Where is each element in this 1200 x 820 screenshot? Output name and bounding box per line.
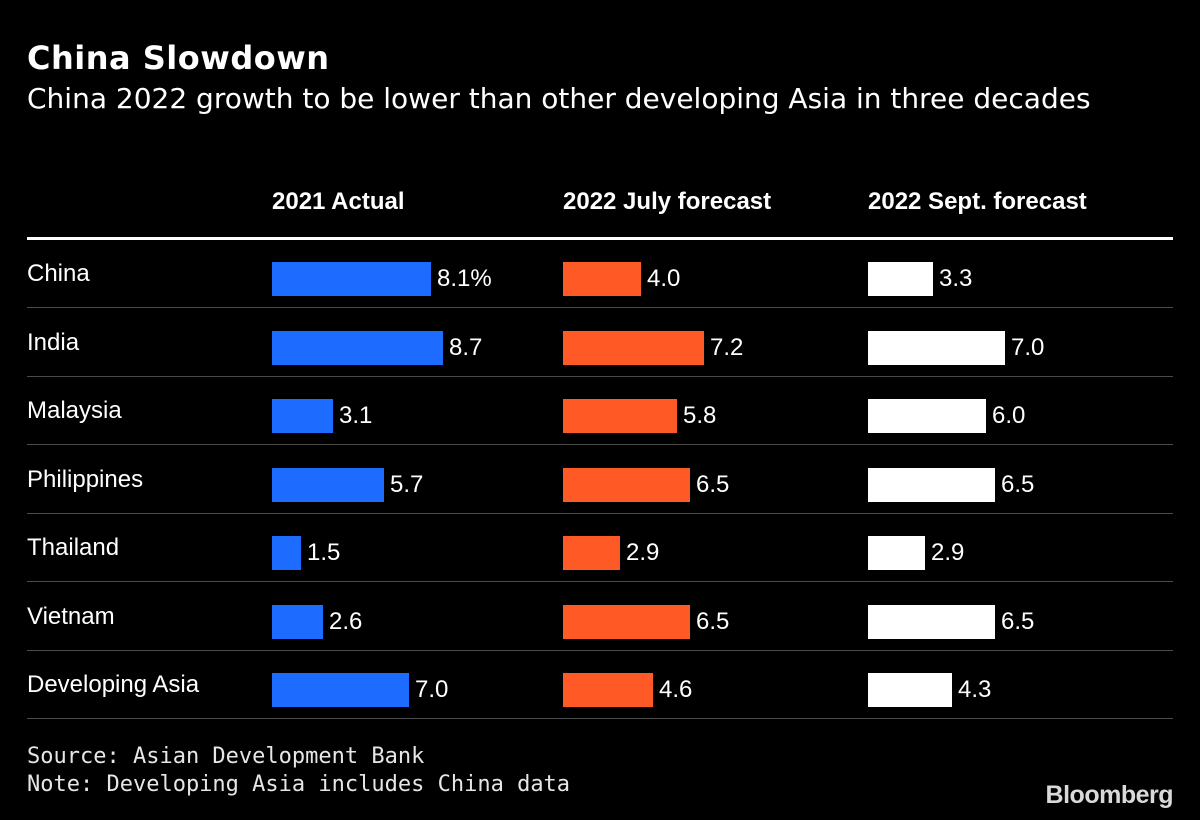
row-divider xyxy=(27,444,1173,445)
data-label-2021-actual: 8.7 xyxy=(449,333,483,361)
column-header-2022-sept-forecast: 2022 Sept. forecast xyxy=(868,188,1087,215)
bar-2021-actual xyxy=(272,399,333,433)
table-row: Developing Asia 7.0 4.6 4.3 xyxy=(27,651,1173,719)
bar-2021-actual xyxy=(272,330,443,365)
data-label-2021-actual: 7.0 xyxy=(415,676,449,703)
bar-2022-sept-forecast xyxy=(868,467,995,502)
column-header-2022-july-forecast: 2022 July forecast xyxy=(563,188,772,215)
header-rule xyxy=(27,237,1173,240)
bar-2022-sept-forecast xyxy=(868,262,933,296)
data-label-2022-july-forecast: 6.5 xyxy=(696,470,730,498)
row-divider xyxy=(27,375,1173,377)
data-label-2022-july-forecast: 6.5 xyxy=(696,607,730,635)
data-label-2022-july-forecast: 5.8 xyxy=(683,402,717,429)
bar-2022-sept-forecast xyxy=(868,673,952,707)
bar-2021-actual xyxy=(272,673,409,707)
row-label: Malaysia xyxy=(27,397,122,424)
data-label-2021-actual: 8.1% xyxy=(437,265,492,292)
row-divider xyxy=(27,307,1173,308)
row-divider xyxy=(27,649,1173,651)
bloomberg-logo: Bloomberg xyxy=(1045,781,1174,809)
data-label-2022-july-forecast: 4.6 xyxy=(659,676,693,703)
row-label: China xyxy=(27,260,90,287)
data-label-2022-july-forecast: 2.9 xyxy=(626,539,660,566)
row-divider xyxy=(27,512,1173,514)
bar-2022-sept-forecast xyxy=(868,399,986,433)
data-label-2021-actual: 5.7 xyxy=(390,470,424,498)
data-label-2022-sept-forecast: 2.9 xyxy=(931,539,965,566)
data-label-2021-actual: 1.5 xyxy=(307,539,341,566)
row-divider xyxy=(27,718,1173,719)
data-label-2022-sept-forecast: 3.3 xyxy=(939,265,973,292)
table-row: Thailand 1.5 2.9 2.9 xyxy=(27,514,1173,582)
row-label: Developing Asia xyxy=(27,671,200,698)
bar-2021-actual xyxy=(272,536,301,570)
row-label: India xyxy=(27,328,80,356)
bar-2022-july-forecast xyxy=(563,330,704,365)
row-label: Philippines xyxy=(27,465,144,493)
bar-2022-july-forecast xyxy=(563,673,653,707)
data-label-2022-july-forecast: 7.2 xyxy=(710,333,744,361)
bar-2021-actual xyxy=(272,262,431,296)
footnote: Note: Developing Asia includes China dat… xyxy=(27,772,571,797)
bar-2021-actual xyxy=(272,467,384,502)
data-label-2021-actual: 3.1 xyxy=(339,402,373,429)
data-label-2022-sept-forecast: 6.5 xyxy=(1001,607,1035,635)
bar-2022-sept-forecast xyxy=(868,330,1005,365)
bar-2022-sept-forecast xyxy=(868,604,995,639)
table-row: Vietnam 2.6 6.5 6.5 xyxy=(27,583,1173,651)
row-label: Thailand xyxy=(27,534,120,561)
data-label-2022-july-forecast: 4.0 xyxy=(647,265,681,292)
data-label-2022-sept-forecast: 7.0 xyxy=(1011,333,1045,361)
bar-2021-actual xyxy=(272,604,323,639)
bar-2022-july-forecast xyxy=(563,399,677,433)
data-label-2022-sept-forecast: 4.3 xyxy=(958,676,992,703)
bar-2022-july-forecast xyxy=(563,467,690,502)
data-label-2022-sept-forecast: 6.0 xyxy=(992,402,1026,429)
column-header-2021-actual: 2021 Actual xyxy=(272,188,405,215)
bar-2022-july-forecast xyxy=(563,262,641,296)
source-note: Source: Asian Development Bank xyxy=(27,744,425,769)
bar-2022-july-forecast xyxy=(563,536,620,570)
bar-2022-july-forecast xyxy=(563,604,690,639)
table-row: Malaysia 3.1 5.8 6.0 xyxy=(27,377,1173,445)
row-label: Vietnam xyxy=(27,602,115,630)
row-divider xyxy=(27,581,1173,582)
data-label-2022-sept-forecast: 6.5 xyxy=(1001,470,1035,498)
table-row: Philippines 5.7 6.5 6.5 xyxy=(27,446,1173,514)
chart-title: China Slowdown xyxy=(27,39,330,77)
bar-2022-sept-forecast xyxy=(868,536,925,570)
data-label-2021-actual: 2.6 xyxy=(329,607,363,635)
table-row: India 8.7 7.2 7.0 xyxy=(27,309,1173,377)
chart-subtitle: China 2022 growth to be lower than other… xyxy=(27,82,1091,115)
table-row: China 8.1% 4.0 3.3 xyxy=(27,240,1173,308)
